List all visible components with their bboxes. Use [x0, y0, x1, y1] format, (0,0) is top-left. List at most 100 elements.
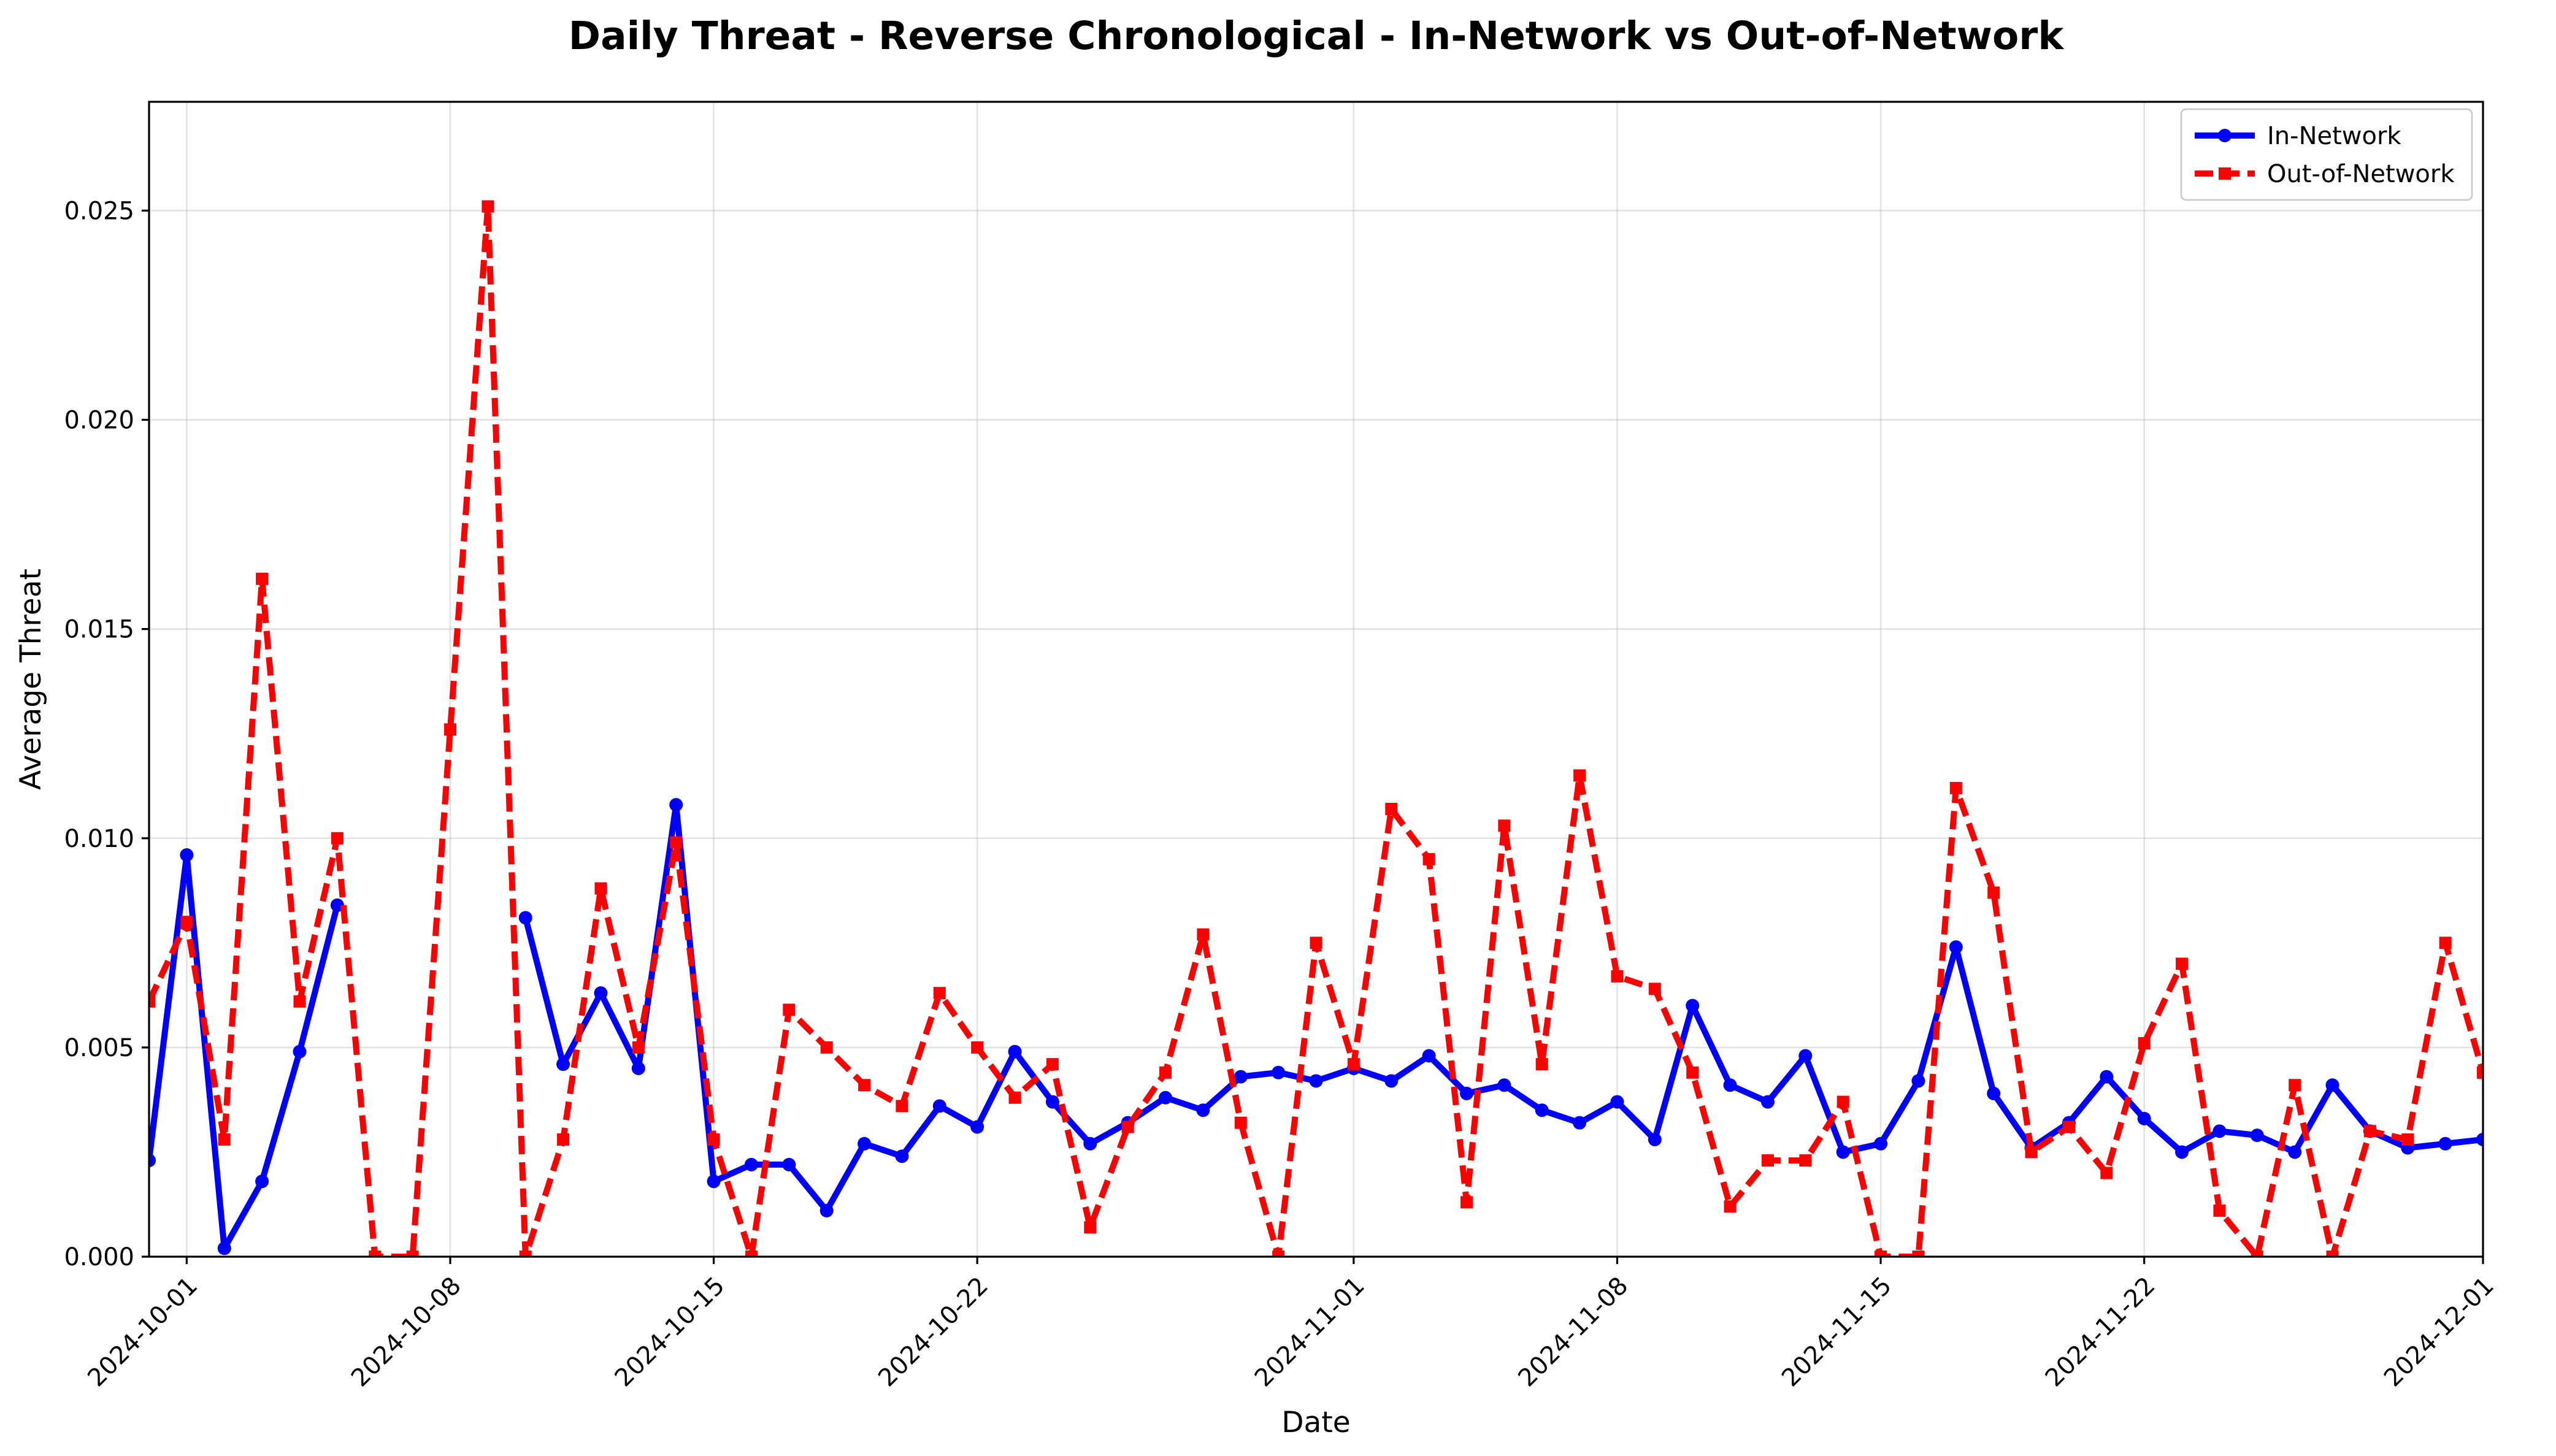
x-tick-label: 2024-11-01: [1249, 1271, 1370, 1392]
series-point-0: [1083, 1136, 1097, 1151]
series-point-0: [255, 1174, 269, 1189]
series-point-1: [1046, 1058, 1059, 1071]
y-tick-label: 0.000: [64, 1243, 134, 1271]
series-point-0: [1798, 1049, 1813, 1063]
series-point-0: [1422, 1049, 1436, 1063]
series-point-0: [1309, 1074, 1323, 1088]
series-point-1: [519, 1251, 532, 1257]
y-tick-label: 0.010: [64, 825, 134, 853]
series-point-0: [1836, 1145, 1850, 1159]
y-tick-label: 0.005: [64, 1034, 134, 1062]
y-axis-label: Average Threat: [14, 569, 48, 790]
y-tick-label: 0.020: [64, 407, 134, 435]
series-point-1: [1875, 1251, 1887, 1257]
series-point-0: [217, 1241, 231, 1255]
series-point-0: [1648, 1132, 1662, 1146]
series-line-1: [149, 203, 2483, 1257]
series-point-1: [1347, 1058, 1360, 1071]
series-point-0: [858, 1136, 872, 1151]
series-point-0: [1008, 1044, 1022, 1059]
legend-label-1: Out-of-Network: [2267, 160, 2455, 188]
series-point-1: [1573, 769, 1586, 782]
series-point-0: [1535, 1103, 1549, 1117]
series-point-1: [1987, 886, 2000, 899]
series-point-0: [1610, 1095, 1624, 1109]
series-point-0: [707, 1174, 721, 1189]
series-point-1: [594, 882, 607, 895]
series-point-0: [2438, 1136, 2452, 1151]
x-tick-label: 2024-11-08: [1513, 1271, 1633, 1392]
x-tick-label: 2024-10-22: [873, 1271, 994, 1392]
series-point-1: [2363, 1125, 2376, 1138]
series-point-0: [1459, 1086, 1473, 1100]
series-point-1: [293, 995, 306, 1008]
series-point-1: [933, 987, 946, 1000]
series-point-0: [556, 1057, 570, 1071]
series-point-1: [896, 1100, 908, 1113]
legend-label-0: In-Network: [2267, 122, 2401, 150]
series-point-0: [1723, 1078, 1737, 1092]
series-point-0: [1987, 1086, 2001, 1100]
x-tick-label: 2024-10-08: [346, 1271, 467, 1392]
series-point-0: [669, 798, 683, 812]
series-point-1: [745, 1251, 758, 1257]
series-point-1: [2401, 1133, 2414, 1146]
series-point-0: [1760, 1095, 1775, 1109]
series-point-1: [406, 1251, 419, 1257]
series-point-0: [782, 1157, 796, 1171]
x-tick-label: 2024-11-22: [2040, 1271, 2161, 1392]
series-point-1: [2213, 1204, 2226, 1217]
series-point-1: [1460, 1196, 1473, 1209]
series-point-0: [2175, 1145, 2189, 1159]
series-point-0: [2288, 1145, 2302, 1159]
legend-items: In-Network Out-of-Network: [2195, 122, 2455, 188]
series-point-1: [2062, 1121, 2075, 1133]
series-point-0: [895, 1149, 909, 1163]
series-point-0: [2213, 1124, 2227, 1138]
legend: In-Network Out-of-Network: [2180, 108, 2473, 201]
series-point-1: [1310, 937, 1322, 949]
series-point-1: [1799, 1154, 1812, 1167]
plot-frame: [148, 101, 2484, 1258]
series-point-1: [2477, 1066, 2483, 1079]
series-point-1: [557, 1133, 570, 1146]
series-point-0: [970, 1120, 984, 1134]
y-tick-label: 0.015: [64, 616, 134, 644]
series-point-1: [256, 572, 269, 585]
series-point-1: [443, 723, 456, 736]
series-line-0: [522, 802, 2483, 1214]
x-tick-label: 2024-10-15: [610, 1271, 731, 1392]
series-point-0: [180, 848, 194, 862]
series-point-1: [1686, 1066, 1699, 1079]
series-point-1: [1422, 853, 1435, 865]
series-point-0: [819, 1203, 834, 1217]
series-point-1: [1535, 1058, 1548, 1071]
series-point-1: [2439, 937, 2452, 949]
series-point-0: [1686, 998, 1700, 1013]
series-point-1: [1836, 1095, 1849, 1108]
series-point-0: [149, 1154, 156, 1168]
series-point-0: [518, 911, 532, 925]
series-point-1: [482, 200, 494, 213]
series-point-0: [2250, 1128, 2264, 1143]
series-point-1: [2176, 957, 2189, 970]
legend-box: [2180, 108, 2473, 201]
series-point-1: [331, 832, 343, 845]
series-point-1: [1385, 802, 1398, 815]
series-point-1: [1498, 819, 1511, 832]
series-layer: [149, 200, 2483, 1257]
series-point-1: [2025, 1146, 2038, 1159]
series-point-1: [2289, 1079, 2301, 1092]
series-point-1: [1949, 781, 1962, 794]
series-point-1: [1648, 983, 1661, 995]
series-point-1: [1197, 928, 1210, 941]
series-point-1: [632, 1041, 645, 1054]
series-point-0: [1949, 940, 1963, 954]
series-point-1: [820, 1041, 833, 1054]
series-point-0: [932, 1099, 946, 1113]
series-point-1: [1272, 1251, 1285, 1257]
series-point-0: [594, 986, 608, 1000]
series-point-0: [293, 1044, 307, 1059]
series-point-0: [1911, 1074, 1925, 1088]
series-point-0: [1272, 1065, 1286, 1079]
